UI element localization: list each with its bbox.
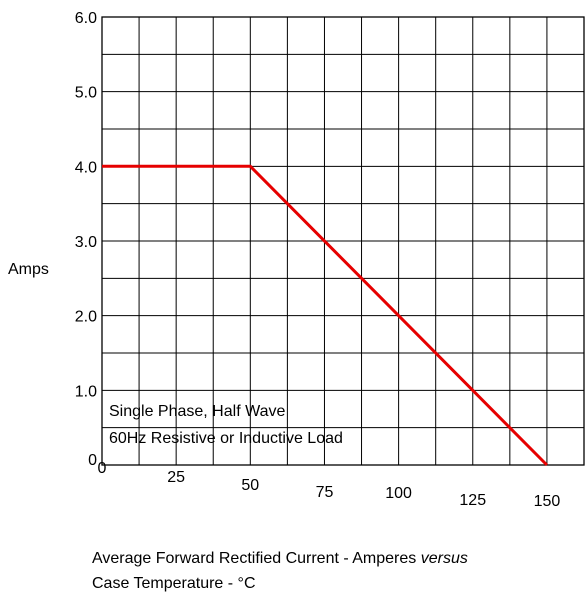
x-tick-label: 125: [459, 492, 486, 509]
y-tick-label: 6.0: [75, 10, 97, 27]
y-tick-label: 0: [88, 452, 97, 469]
y-tick-label: 4.0: [75, 159, 97, 176]
x-tick-labels: 0 25 50 75 100 125 150: [98, 460, 561, 510]
caption-line-2: Case Temperature - °C: [92, 575, 256, 592]
series-line: [102, 164, 548, 467]
x-tick-label: 75: [316, 484, 334, 501]
chart-series: [102, 164, 548, 467]
x-tick-label: 25: [167, 469, 185, 486]
annotation-line-2: 60Hz Resistive or Inductive Load: [109, 430, 343, 447]
plot-frame: [101, 16, 585, 466]
y-axis-label: Amps: [8, 261, 49, 278]
y-tick-labels: 0 1.0 2.0 3.0 4.0 5.0 6.0: [75, 10, 97, 469]
y-tick-label: 3.0: [75, 234, 97, 251]
y-tick-label: 1.0: [75, 383, 97, 400]
x-tick-label: 100: [385, 485, 412, 502]
caption-line-1-italic: versus: [421, 550, 468, 567]
y-tick-label: 5.0: [75, 85, 97, 102]
annotation-line-1: Single Phase, Half Wave: [109, 403, 285, 420]
caption-line-1-text: Average Forward Rectified Current - Ampe…: [92, 550, 416, 567]
y-tick-label: 2.0: [75, 309, 97, 326]
x-tick-label: 150: [534, 493, 561, 510]
caption-line-1: Average Forward Rectified Current - Ampe…: [92, 550, 468, 567]
x-tick-label: 0: [98, 460, 107, 477]
chart-grid: [101, 16, 585, 466]
x-tick-label: 50: [241, 477, 259, 494]
